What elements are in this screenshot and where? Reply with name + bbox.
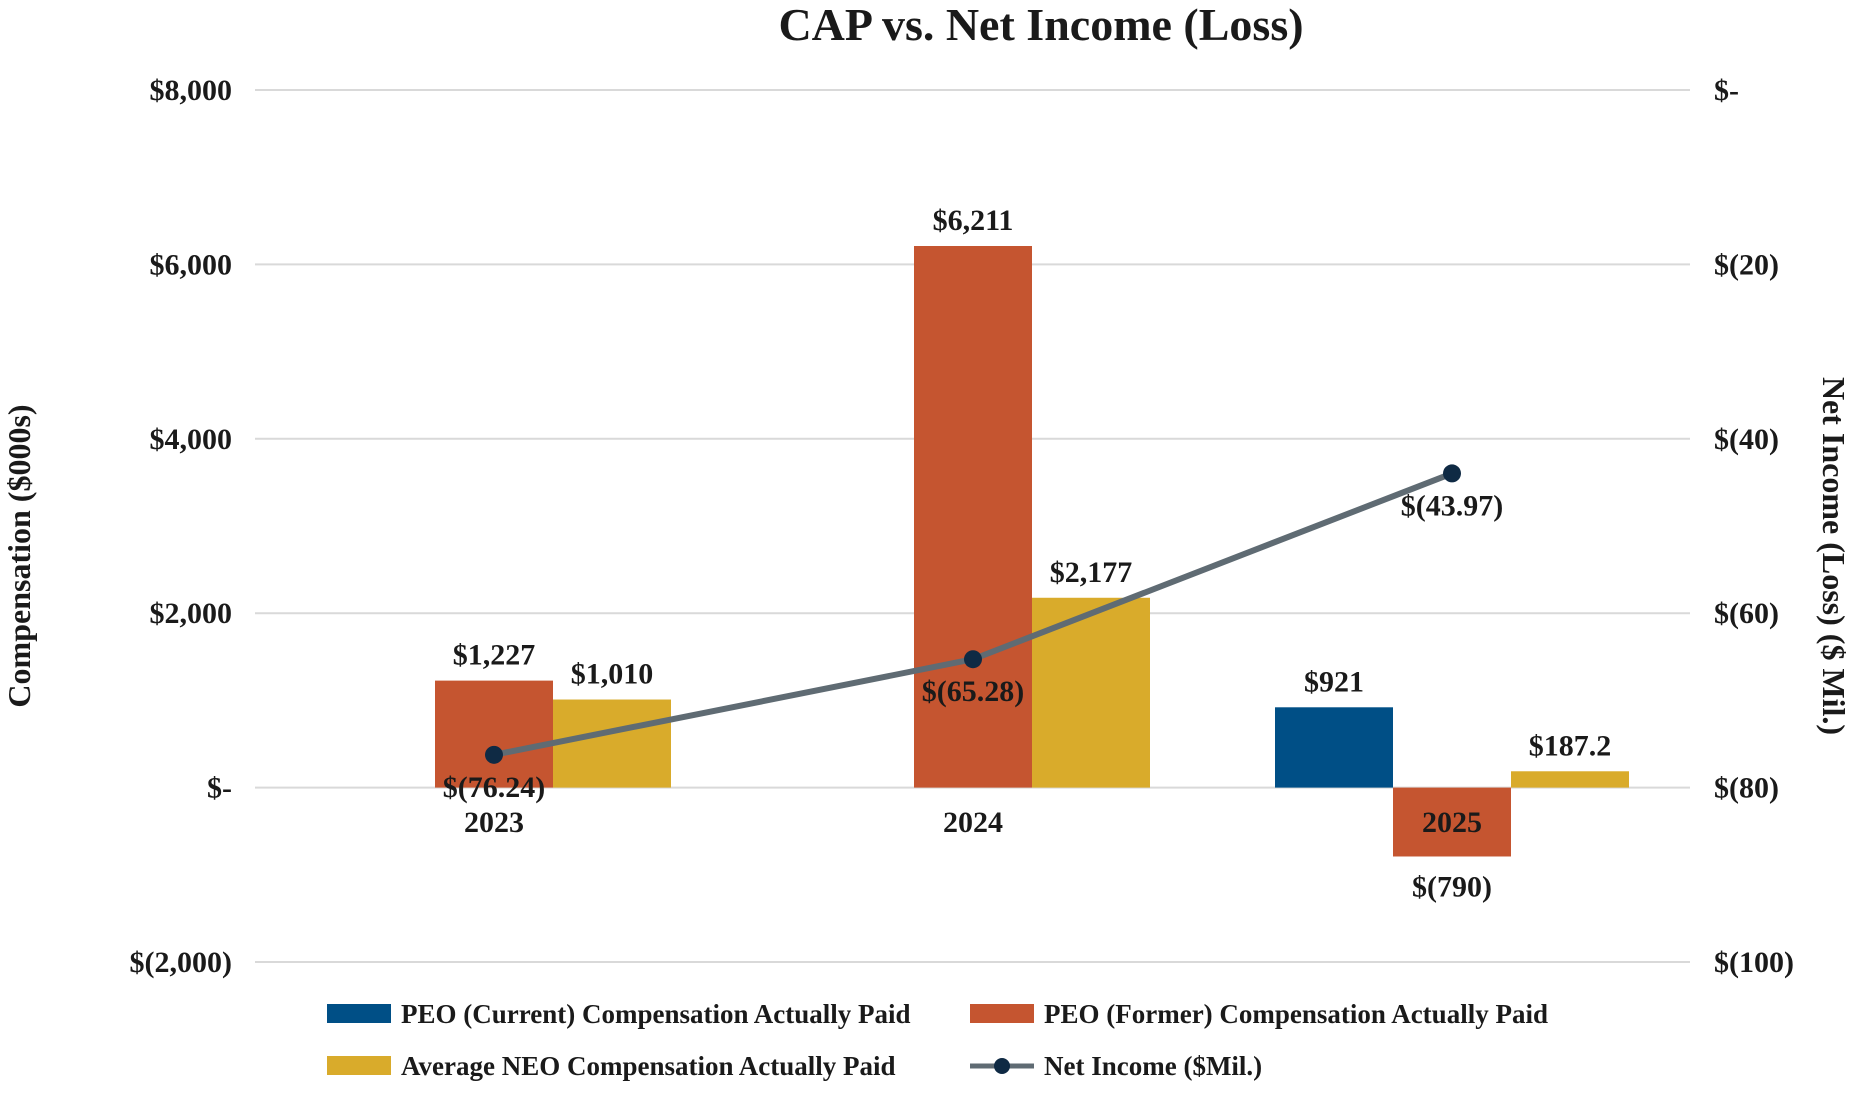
y-tick-label: $6,000 [150, 248, 233, 281]
bar [1032, 597, 1150, 788]
bar-data-label: $921 [1304, 665, 1364, 698]
data-labels: $921 $1,227 $6,211 $(790) $1,010 $2,177 $187.2… [443, 204, 1611, 903]
bar-data-label: $187.2 [1529, 729, 1612, 762]
category-label: 2024 [943, 806, 1003, 839]
net-income-marker [964, 650, 982, 669]
bar-data-label: $1,010 [571, 658, 654, 691]
y2-tick-label: $(80) [1714, 772, 1779, 805]
net-income-data-label: $(43.97) [1401, 489, 1503, 522]
bar [1393, 787, 1511, 857]
legend-swatch [970, 1004, 1034, 1023]
bar-data-label: $2,177 [1050, 556, 1133, 589]
legend-swatch [327, 1004, 391, 1023]
net-income-data-label: $(76.24) [443, 771, 545, 804]
left-axis-ticks: $8,000 $6,000 $4,000 $2,000 $- $(2,000) [130, 74, 232, 979]
category-label: 2023 [464, 806, 524, 839]
bar [1275, 707, 1393, 788]
y2-tick-label: $(100) [1714, 946, 1794, 979]
legend-swatch [327, 1056, 391, 1075]
y2-tick-label: $(20) [1714, 248, 1779, 281]
net-income-line [485, 464, 1461, 764]
y2-axis-label: Net Income (Loss) ($ Mil.) [1816, 377, 1852, 735]
bar-data-label: $6,211 [933, 204, 1014, 237]
right-axis-ticks: $- $(20) $(40) $(60) $(80) $(100) [1714, 74, 1794, 979]
legend: PEO (Current) Compensation Actually Paid… [327, 999, 1548, 1081]
y-tick-label: $4,000 [150, 423, 233, 456]
bar [914, 246, 1032, 788]
y2-tick-label: $(40) [1714, 423, 1779, 456]
legend-label: Average NEO Compensation Actually Paid [401, 1051, 896, 1081]
net-income-data-label: $(65.28) [922, 675, 1024, 708]
net-income-marker [485, 745, 503, 764]
y-tick-label: $2,000 [150, 597, 233, 630]
bars [435, 246, 1629, 857]
y-tick-label: $- [207, 772, 232, 805]
y-tick-label: $8,000 [150, 74, 233, 107]
chart-title: CAP vs. Net Income (Loss) [778, 0, 1303, 50]
bar-data-label: $(790) [1412, 870, 1492, 903]
y-tick-label: $(2,000) [130, 946, 232, 979]
y2-tick-label: $(60) [1714, 597, 1779, 630]
bar-data-label: $1,227 [453, 639, 536, 672]
category-labels: 2023 2024 2025 [464, 806, 1482, 839]
legend-label: PEO (Current) Compensation Actually Paid [401, 999, 911, 1029]
net-income-marker [1443, 464, 1461, 483]
y-axis-label: Compensation ($000s) [1, 404, 37, 707]
legend-label: PEO (Former) Compensation Actually Paid [1044, 999, 1548, 1029]
category-label: 2025 [1422, 806, 1482, 839]
bar [553, 699, 671, 788]
bar [435, 680, 553, 788]
legend-marker-swatch [994, 1058, 1010, 1074]
legend-label: Net Income ($Mil.) [1044, 1051, 1262, 1081]
y2-tick-label: $- [1714, 74, 1739, 107]
bar [1511, 771, 1629, 788]
